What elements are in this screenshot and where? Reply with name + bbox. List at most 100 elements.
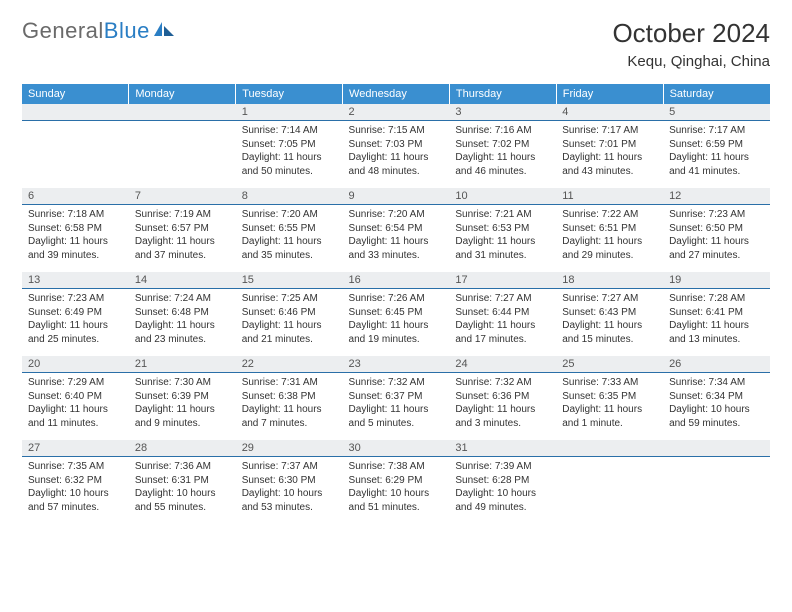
daylight-line: Daylight: 11 hours and 33 minutes. <box>349 235 444 262</box>
date-number-row: 20212223242526 <box>22 356 770 373</box>
day-cell: Sunrise: 7:39 AMSunset: 6:28 PMDaylight:… <box>449 457 556 525</box>
date-number: 6 <box>22 188 129 205</box>
day-cell: Sunrise: 7:24 AMSunset: 6:48 PMDaylight:… <box>129 289 236 357</box>
sunset-line: Sunset: 6:45 PM <box>349 306 444 320</box>
date-number <box>129 104 236 121</box>
sunset-line: Sunset: 6:38 PM <box>242 390 337 404</box>
day-of-week-header: Sunday <box>22 84 129 104</box>
day-cell: Sunrise: 7:23 AMSunset: 6:50 PMDaylight:… <box>663 205 770 273</box>
date-number: 19 <box>663 272 770 289</box>
sunset-line: Sunset: 6:54 PM <box>349 222 444 236</box>
daylight-line: Daylight: 11 hours and 37 minutes. <box>135 235 230 262</box>
header: GeneralBlue October 2024 Kequ, Qinghai, … <box>22 18 770 70</box>
day-cell: Sunrise: 7:34 AMSunset: 6:34 PMDaylight:… <box>663 373 770 441</box>
date-number: 5 <box>663 104 770 121</box>
sunrise-line: Sunrise: 7:35 AM <box>28 460 123 474</box>
day-cell: Sunrise: 7:28 AMSunset: 6:41 PMDaylight:… <box>663 289 770 357</box>
day-cell <box>129 121 236 189</box>
sunrise-line: Sunrise: 7:27 AM <box>455 292 550 306</box>
sunrise-line: Sunrise: 7:17 AM <box>669 124 764 138</box>
day-cell <box>556 457 663 525</box>
daylight-line: Daylight: 11 hours and 13 minutes. <box>669 319 764 346</box>
date-number <box>22 104 129 121</box>
daylight-line: Daylight: 11 hours and 43 minutes. <box>562 151 657 178</box>
sunrise-line: Sunrise: 7:29 AM <box>28 376 123 390</box>
date-number-row: 6789101112 <box>22 188 770 205</box>
date-number: 18 <box>556 272 663 289</box>
day-of-week-header: Monday <box>129 84 236 104</box>
date-number <box>663 440 770 457</box>
month-title: October 2024 <box>612 18 770 49</box>
daylight-line: Daylight: 11 hours and 29 minutes. <box>562 235 657 262</box>
date-number: 30 <box>343 440 450 457</box>
daylight-line: Daylight: 11 hours and 27 minutes. <box>669 235 764 262</box>
sunrise-line: Sunrise: 7:20 AM <box>349 208 444 222</box>
day-content-row: Sunrise: 7:18 AMSunset: 6:58 PMDaylight:… <box>22 205 770 273</box>
sunset-line: Sunset: 6:55 PM <box>242 222 337 236</box>
day-cell <box>663 457 770 525</box>
day-cell <box>22 121 129 189</box>
daylight-line: Daylight: 11 hours and 35 minutes. <box>242 235 337 262</box>
sunrise-line: Sunrise: 7:34 AM <box>669 376 764 390</box>
sunrise-line: Sunrise: 7:38 AM <box>349 460 444 474</box>
daylight-line: Daylight: 11 hours and 50 minutes. <box>242 151 337 178</box>
daylight-line: Daylight: 11 hours and 19 minutes. <box>349 319 444 346</box>
logo: GeneralBlue <box>22 18 176 44</box>
date-number: 8 <box>236 188 343 205</box>
sunrise-line: Sunrise: 7:27 AM <box>562 292 657 306</box>
day-cell: Sunrise: 7:17 AMSunset: 7:01 PMDaylight:… <box>556 121 663 189</box>
daylight-line: Daylight: 11 hours and 41 minutes. <box>669 151 764 178</box>
date-number: 25 <box>556 356 663 373</box>
sunrise-line: Sunrise: 7:16 AM <box>455 124 550 138</box>
sunset-line: Sunset: 6:34 PM <box>669 390 764 404</box>
daylight-line: Daylight: 11 hours and 11 minutes. <box>28 403 123 430</box>
day-cell: Sunrise: 7:37 AMSunset: 6:30 PMDaylight:… <box>236 457 343 525</box>
sunset-line: Sunset: 6:51 PM <box>562 222 657 236</box>
day-cell: Sunrise: 7:30 AMSunset: 6:39 PMDaylight:… <box>129 373 236 441</box>
date-number-row: 2728293031 <box>22 440 770 457</box>
day-cell: Sunrise: 7:32 AMSunset: 6:36 PMDaylight:… <box>449 373 556 441</box>
day-cell: Sunrise: 7:31 AMSunset: 6:38 PMDaylight:… <box>236 373 343 441</box>
sunrise-line: Sunrise: 7:26 AM <box>349 292 444 306</box>
date-number: 13 <box>22 272 129 289</box>
logo-text-blue: Blue <box>104 18 150 44</box>
sunset-line: Sunset: 6:31 PM <box>135 474 230 488</box>
daylight-line: Daylight: 10 hours and 53 minutes. <box>242 487 337 514</box>
daylight-line: Daylight: 10 hours and 57 minutes. <box>28 487 123 514</box>
sunrise-line: Sunrise: 7:32 AM <box>455 376 550 390</box>
date-number: 15 <box>236 272 343 289</box>
day-cell: Sunrise: 7:23 AMSunset: 6:49 PMDaylight:… <box>22 289 129 357</box>
sunset-line: Sunset: 6:49 PM <box>28 306 123 320</box>
day-cell: Sunrise: 7:21 AMSunset: 6:53 PMDaylight:… <box>449 205 556 273</box>
daylight-line: Daylight: 11 hours and 1 minute. <box>562 403 657 430</box>
day-cell: Sunrise: 7:16 AMSunset: 7:02 PMDaylight:… <box>449 121 556 189</box>
daylight-line: Daylight: 11 hours and 3 minutes. <box>455 403 550 430</box>
daylight-line: Daylight: 10 hours and 59 minutes. <box>669 403 764 430</box>
sunrise-line: Sunrise: 7:19 AM <box>135 208 230 222</box>
sunrise-line: Sunrise: 7:33 AM <box>562 376 657 390</box>
sunset-line: Sunset: 6:48 PM <box>135 306 230 320</box>
date-number: 7 <box>129 188 236 205</box>
date-number: 20 <box>22 356 129 373</box>
sunset-line: Sunset: 6:37 PM <box>349 390 444 404</box>
date-number: 16 <box>343 272 450 289</box>
sunrise-line: Sunrise: 7:28 AM <box>669 292 764 306</box>
day-of-week-row: SundayMondayTuesdayWednesdayThursdayFrid… <box>22 84 770 104</box>
sunrise-line: Sunrise: 7:37 AM <box>242 460 337 474</box>
daylight-line: Daylight: 10 hours and 49 minutes. <box>455 487 550 514</box>
sunrise-line: Sunrise: 7:17 AM <box>562 124 657 138</box>
daylight-line: Daylight: 11 hours and 48 minutes. <box>349 151 444 178</box>
sunset-line: Sunset: 6:50 PM <box>669 222 764 236</box>
daylight-line: Daylight: 10 hours and 51 minutes. <box>349 487 444 514</box>
daylight-line: Daylight: 11 hours and 15 minutes. <box>562 319 657 346</box>
date-number: 4 <box>556 104 663 121</box>
sunrise-line: Sunrise: 7:36 AM <box>135 460 230 474</box>
sunrise-line: Sunrise: 7:23 AM <box>669 208 764 222</box>
day-content-row: Sunrise: 7:29 AMSunset: 6:40 PMDaylight:… <box>22 373 770 441</box>
sunset-line: Sunset: 6:30 PM <box>242 474 337 488</box>
date-number: 21 <box>129 356 236 373</box>
date-number: 11 <box>556 188 663 205</box>
date-number: 1 <box>236 104 343 121</box>
sunset-line: Sunset: 6:40 PM <box>28 390 123 404</box>
sunset-line: Sunset: 6:57 PM <box>135 222 230 236</box>
